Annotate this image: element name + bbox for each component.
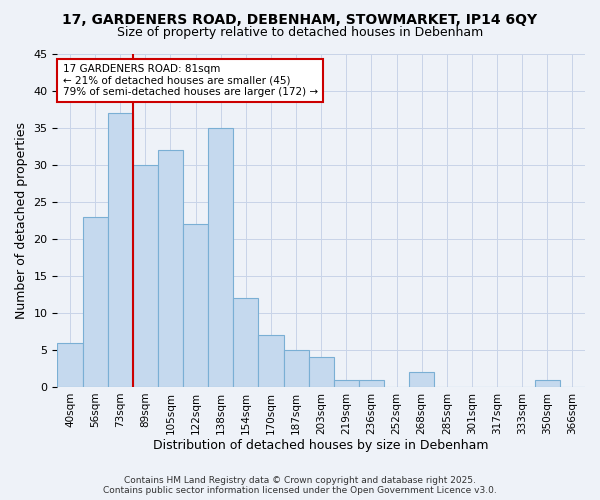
Bar <box>334 380 359 387</box>
Bar <box>359 380 384 387</box>
Bar <box>308 358 334 387</box>
Bar <box>535 380 560 387</box>
Text: Contains HM Land Registry data © Crown copyright and database right 2025.
Contai: Contains HM Land Registry data © Crown c… <box>103 476 497 495</box>
Bar <box>284 350 308 387</box>
Bar <box>259 335 284 387</box>
Y-axis label: Number of detached properties: Number of detached properties <box>15 122 28 319</box>
Bar <box>208 128 233 387</box>
X-axis label: Distribution of detached houses by size in Debenham: Distribution of detached houses by size … <box>154 440 489 452</box>
Bar <box>58 342 83 387</box>
Bar <box>133 165 158 387</box>
Text: 17 GARDENERS ROAD: 81sqm
← 21% of detached houses are smaller (45)
79% of semi-d: 17 GARDENERS ROAD: 81sqm ← 21% of detach… <box>62 64 318 97</box>
Text: 17, GARDENERS ROAD, DEBENHAM, STOWMARKET, IP14 6QY: 17, GARDENERS ROAD, DEBENHAM, STOWMARKET… <box>62 12 538 26</box>
Bar <box>183 224 208 387</box>
Bar <box>233 298 259 387</box>
Bar <box>83 217 107 387</box>
Text: Size of property relative to detached houses in Debenham: Size of property relative to detached ho… <box>117 26 483 39</box>
Bar <box>409 372 434 387</box>
Bar <box>107 113 133 387</box>
Bar <box>158 150 183 387</box>
